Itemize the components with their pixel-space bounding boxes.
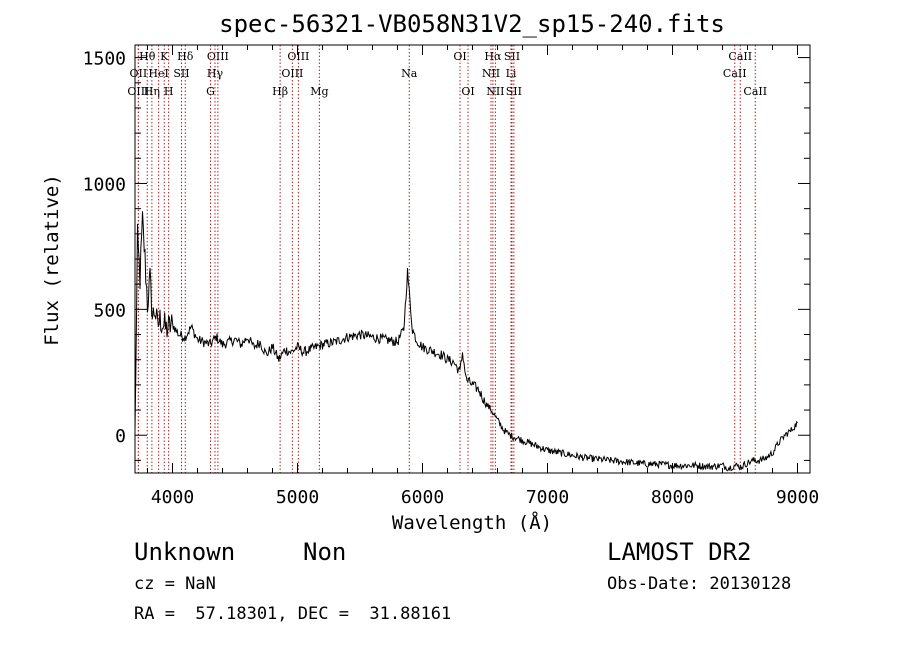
line-label: Hα [484,50,502,63]
x-tick-label: 7000 [526,487,569,508]
y-axis-label: Flux (relative) [41,174,63,346]
x-tick-label: 8000 [651,487,694,508]
line-label: Mg [310,85,328,98]
line-label: OIII [287,50,309,63]
series-group [134,211,798,472]
line-label: OIII [207,50,229,63]
chart-title: spec-56321-VB058N31V2_sp15-240.fits [219,10,725,38]
line-label: SII [504,50,520,63]
line-label: OI [461,85,474,98]
line-label: HeI [148,67,168,80]
line-label: CaII [723,67,747,80]
line-label: OIII [127,85,149,98]
y-tick-label: 1000 [83,174,126,195]
redshift-text: cz = NaN [134,574,216,594]
line-label: NII [482,67,500,80]
y-tick-label: 0 [115,426,126,447]
subclass-label: Non [303,538,347,566]
line-label: Hθ [139,50,156,63]
x-tick-label: 6000 [401,487,444,508]
plot-frame [134,44,811,474]
line-label: OI [453,50,466,63]
y-tick-label: 500 [93,300,126,321]
x-axis-label: Wavelength (Å) [392,511,552,534]
line-label: K [160,50,169,63]
class-label: Unknown [134,538,236,566]
survey-label: LAMOST DR2 [607,538,752,566]
y-tick-label: 1500 [83,49,126,70]
line-label: Hδ [177,50,194,63]
spectrum-series-line [134,211,798,472]
line-label: G [206,85,215,98]
line-label: CaII [728,50,752,63]
x-tick-label: 9000 [776,487,819,508]
x-axis-ticks: 4000 5000 6000 7000 8000 9000 [147,45,819,508]
obs-date-text: Obs-Date: 20130128 [607,574,792,594]
line-label: OIII [281,67,303,80]
line-label: H [164,85,174,98]
coordinates-text: RA = 57.18301, DEC = 31.88161 [134,604,452,624]
line-label: NII [486,85,504,98]
y-axis-ticks: 0 500 1000 1500 [83,49,810,461]
line-label: Hγ [207,67,224,80]
line-label: SII [173,67,189,80]
line-label: Hβ [272,85,288,98]
line-label: SII [506,85,522,98]
line-label: CaII [743,85,767,98]
line-label: Na [401,67,418,80]
line-label: Hη [144,85,160,98]
line-label: Li [506,67,517,80]
x-tick-label: 4000 [151,487,194,508]
x-tick-label: 5000 [276,487,319,508]
